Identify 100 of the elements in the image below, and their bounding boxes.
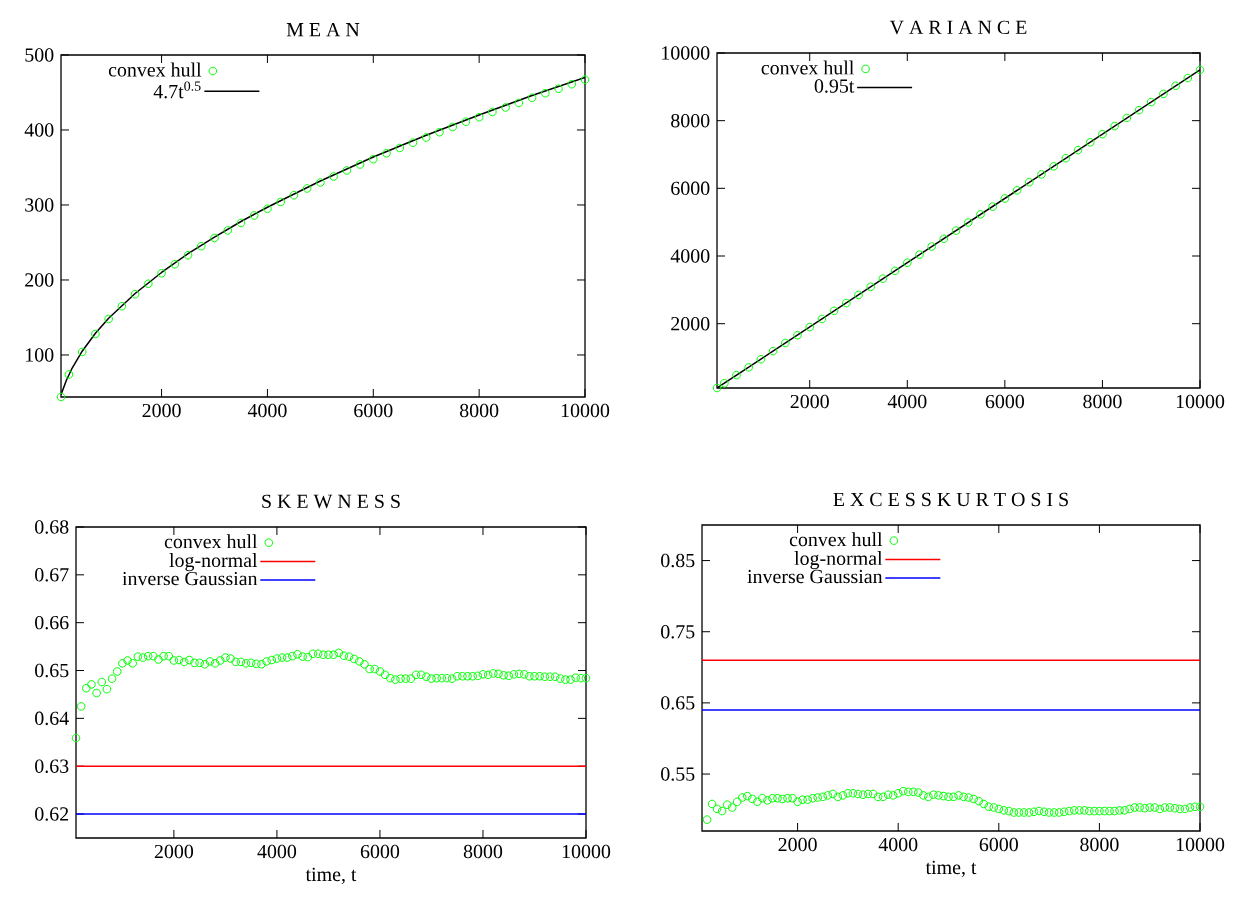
point	[527, 93, 537, 103]
y-tick-label: 0.75	[661, 624, 695, 639]
point	[395, 143, 405, 153]
point	[64, 370, 74, 379]
point	[1024, 177, 1034, 187]
y-tick-label: 2000	[671, 316, 710, 331]
point	[263, 204, 272, 214]
point	[817, 314, 827, 324]
point	[421, 133, 431, 142]
point	[712, 383, 722, 393]
point	[77, 347, 87, 357]
x-tick-label: 10000	[562, 844, 611, 859]
legend-label: convex hull	[164, 534, 258, 549]
point	[130, 289, 140, 299]
x-tick-label: 10000	[561, 403, 610, 418]
point	[474, 112, 484, 122]
x-tick-label: 6000	[979, 837, 1018, 852]
legend-label: 0.95t	[814, 79, 855, 93]
point	[854, 290, 863, 300]
point	[1171, 81, 1180, 91]
y-tick-label: 0.66	[35, 615, 69, 630]
point	[554, 84, 563, 94]
x-tick-label: 8000	[1083, 394, 1122, 409]
point	[927, 242, 936, 251]
point	[878, 274, 888, 283]
y-tick-label: 0.85	[661, 553, 695, 568]
point	[902, 258, 912, 268]
legend-label: convex hull	[108, 62, 202, 77]
y-tick-label: 0.65	[35, 663, 69, 678]
point	[196, 241, 206, 251]
point	[866, 282, 875, 292]
y-tick-label: 10000	[662, 46, 710, 60]
point	[316, 178, 325, 187]
point	[183, 250, 193, 260]
point	[915, 250, 924, 259]
point	[1146, 97, 1156, 107]
x-tick-label: 2000	[142, 403, 181, 418]
y-tick-label: 300	[25, 198, 54, 212]
y-tick-label: 200	[25, 273, 54, 287]
y-tick-label: 500	[25, 48, 54, 62]
point	[289, 190, 299, 200]
point	[1098, 129, 1107, 139]
x-tick-label: 10000	[1176, 837, 1225, 852]
point	[144, 279, 153, 289]
point	[1037, 170, 1046, 179]
chart-title: V A R I A N C E	[889, 20, 1027, 35]
point	[1012, 186, 1022, 195]
x-tick-label: 6000	[360, 844, 400, 859]
point	[732, 370, 741, 380]
point	[1061, 153, 1071, 163]
point	[91, 329, 100, 339]
point	[236, 218, 246, 228]
point	[461, 117, 471, 127]
point	[720, 378, 729, 388]
point	[501, 103, 510, 112]
point	[408, 138, 418, 148]
point	[829, 306, 839, 316]
point	[963, 218, 973, 227]
point	[104, 314, 113, 324]
point	[1049, 162, 1058, 171]
point	[157, 268, 166, 278]
point	[488, 107, 497, 117]
point	[567, 79, 577, 89]
x-tick-label: 6000	[985, 394, 1025, 409]
legend-label: 4.7t$^{0.5}$	[153, 81, 201, 99]
point	[1134, 105, 1144, 115]
point	[1159, 89, 1168, 99]
point	[988, 202, 997, 211]
x-tick-label: 8000	[1080, 837, 1119, 852]
legend-label: convex hull	[789, 532, 883, 547]
chart-title: E X C E S S K U R T O S I S	[833, 492, 1068, 507]
legend-label: inverse Gaussian	[122, 571, 258, 586]
point	[1122, 113, 1132, 123]
point	[276, 197, 285, 207]
x-axis-title: time, t	[925, 860, 977, 878]
x-axis-title: time, t	[305, 867, 357, 885]
x-tick-label: 4000	[878, 837, 918, 852]
y-tick-label: 4000	[670, 249, 710, 263]
x-tick-label: 2000	[790, 394, 829, 409]
y-tick-label: 0.64	[35, 711, 69, 726]
legend-label: log-normal	[169, 553, 258, 572]
point	[756, 354, 766, 364]
point	[890, 266, 900, 276]
x-tick-label: 4000	[887, 394, 927, 409]
legend-label: log-normal	[794, 551, 883, 570]
point	[805, 322, 815, 332]
point	[768, 346, 778, 356]
y-tick-label: 6000	[671, 181, 710, 196]
point	[541, 88, 550, 98]
point	[1183, 73, 1193, 83]
point	[223, 226, 233, 235]
y-tick-label: 0.62	[35, 807, 69, 821]
y-tick-label: 0.63	[35, 759, 69, 773]
point	[448, 122, 457, 132]
point	[744, 363, 754, 372]
point	[170, 259, 180, 269]
point	[210, 233, 219, 243]
point	[1195, 65, 1205, 75]
legend-label: inverse Gaussian	[747, 569, 883, 584]
x-tick-label: 2000	[154, 844, 194, 859]
